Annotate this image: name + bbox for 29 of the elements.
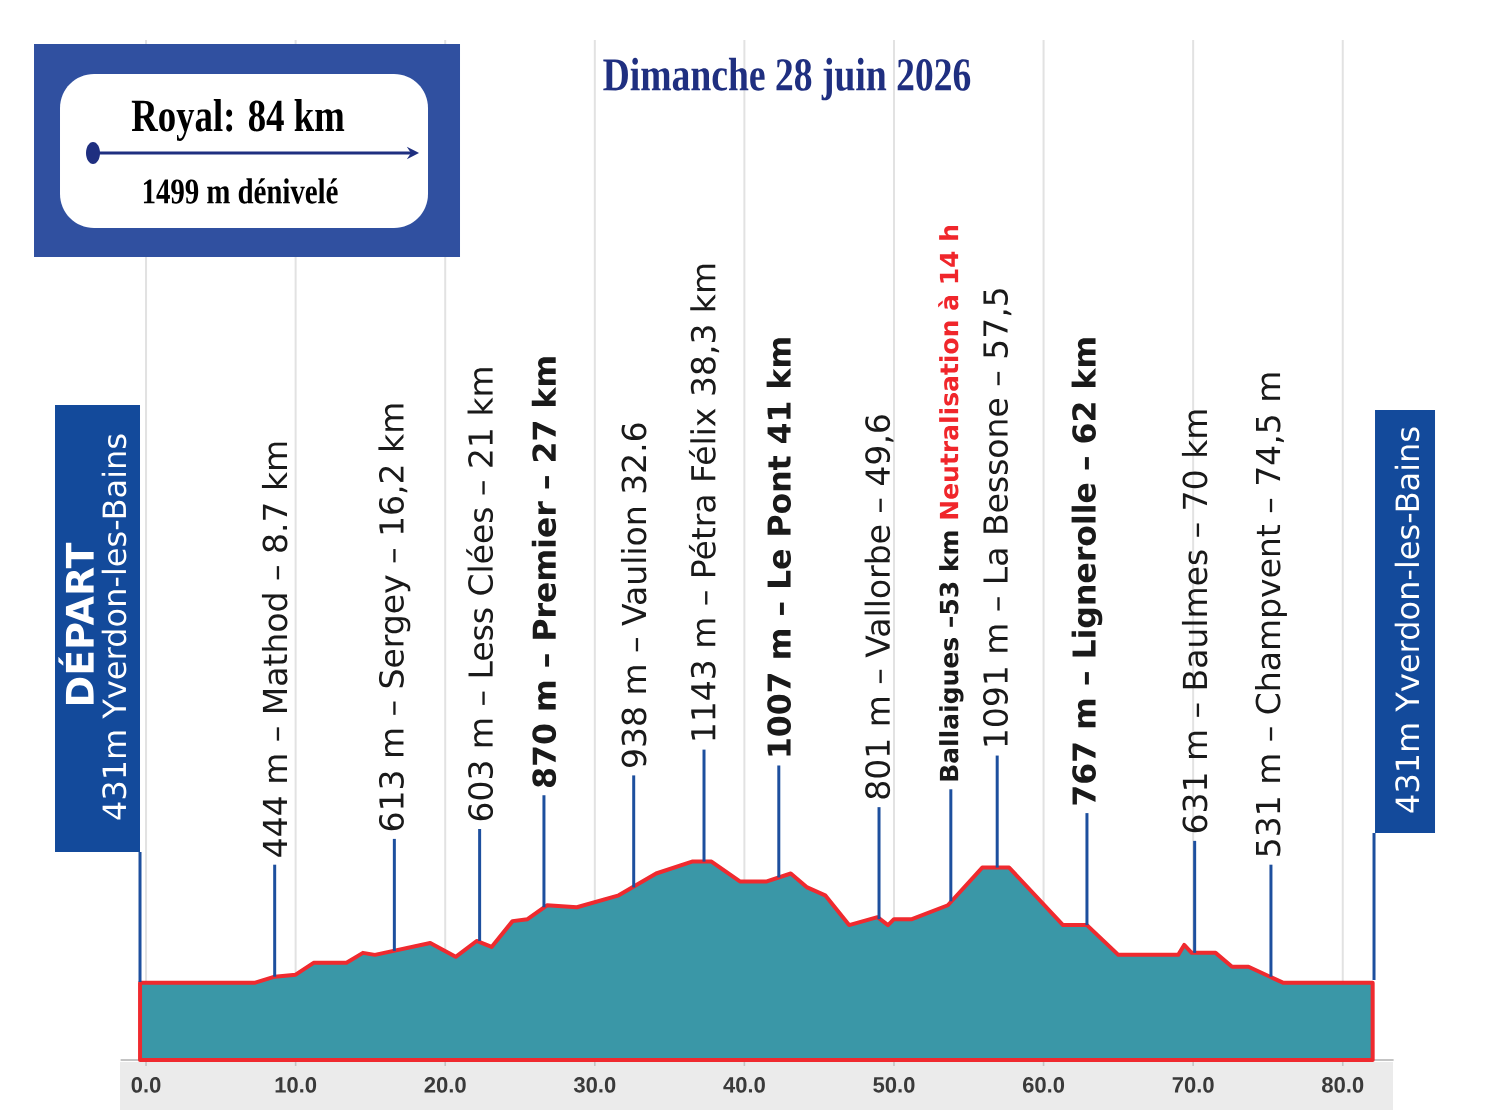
x-tick-label: 70.0	[1172, 1077, 1214, 1093]
annotation: Ballaigues –53 km	[939, 531, 964, 781]
annotation: 1091 m – La Bessone – 57,5	[983, 289, 1012, 746]
annotation: 631 m – Baulmes – 70 km	[1181, 410, 1208, 833]
x-tick-label: 10.0	[275, 1077, 317, 1093]
chart-subtitle: Royal: 84 km	[131, 99, 345, 141]
x-tick-label: 80.0	[1322, 1077, 1364, 1093]
text: Neutralisation à 14 h	[938, 225, 959, 519]
annotation: 531 m – Champvent – 74,5 m	[1254, 373, 1287, 856]
x-tick-label: 60.0	[1022, 1077, 1065, 1093]
text: 431m Yverdon-les-Bains	[1394, 427, 1420, 813]
annotation: 767 m – Lignerolle – 62 km	[1071, 338, 1103, 805]
annotation: 870 m – Premier – 27 km	[531, 357, 557, 787]
text: 431m Yverdon-les-Bains	[101, 434, 127, 820]
x-tick-label: 40.0	[723, 1077, 765, 1093]
text: DÉPART	[58, 542, 94, 704]
x-tick-label: 50.0	[873, 1077, 915, 1093]
chart-title: Dimanche 28 juin 2026	[603, 57, 971, 101]
annotation: 801 m – Vallorbe – 49,6	[864, 415, 894, 799]
annotation: 613 m – Sergey – 16,2 km	[378, 404, 411, 831]
annotation: 938 m – Vaulion 32.6	[620, 423, 647, 767]
annotation: 444 m – Mathod – 8.7 km	[261, 442, 288, 857]
x-tick-label: 30.0	[573, 1077, 616, 1093]
annotation: 603 m – Less Clées – 21 km	[466, 368, 494, 821]
x-tick-label: 20.0	[424, 1077, 466, 1093]
annotation: 1143 m – Pétra Félix 38,3 km	[688, 264, 720, 740]
x-tick-label: 0.0	[131, 1077, 161, 1093]
text: 1499 m dénivelé	[143, 178, 338, 204]
annotation: 1007 m – Le Pont 41 km	[766, 338, 791, 756]
